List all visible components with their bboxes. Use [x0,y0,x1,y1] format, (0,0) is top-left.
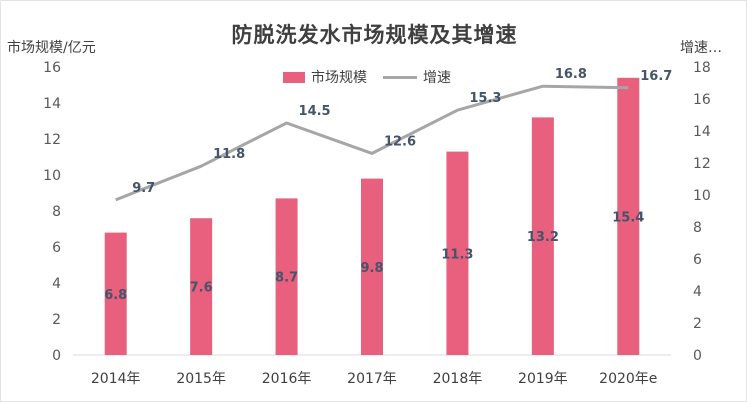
y-left-tick-label: 2 [52,312,61,328]
bar [190,218,213,355]
x-tick-label: 2015年 [176,371,226,387]
y-left-tick-label: 14 [43,96,61,112]
bar-data-label: 6.8 [104,288,127,303]
y-axis-right-label: 增速… [680,40,722,56]
y-right-tick-label: 4 [693,284,702,300]
line-data-label: 15.3 [469,91,501,106]
y-left-tick-label: 0 [52,348,61,364]
chart-title: 防脱洗发水市场规模及其增速 [231,23,518,47]
y-right-tick-label: 8 [693,220,702,236]
bar [617,77,640,356]
legend-bar-label: 市场规模 [311,70,367,86]
y-right-tick-label: 6 [693,252,702,268]
bar-data-label: 7.6 [190,281,213,296]
line-data-label: 16.7 [640,69,672,84]
y-axis-left-label: 市场规模/亿元 [7,40,96,56]
y-left-tick-label: 6 [52,240,61,256]
legend-line-label: 增速 [423,70,451,86]
y-right-tick-label: 0 [693,348,702,364]
bar-data-label: 8.7 [275,271,298,286]
line-data-label: 14.5 [299,104,331,119]
bar [446,151,469,355]
y-right-tick-label: 16 [693,92,711,108]
line-data-label: 16.8 [555,67,587,82]
y-left-tick-label: 12 [43,132,61,148]
y-right-tick-label: 2 [693,316,702,332]
y-right-tick-label: 18 [693,60,711,76]
x-tick-label: 2016年 [262,371,312,387]
bar-data-label: 9.8 [360,261,383,276]
x-tick-label: 2018年 [433,371,483,387]
bar-data-label: 11.3 [441,247,473,262]
growth-line [115,84,629,202]
y-right-tick-label: 12 [693,156,711,172]
bar [361,178,383,355]
y-right-tick-label: 10 [693,188,711,204]
legend-line-swatch [383,75,417,79]
bar-data-label: 13.2 [527,230,559,245]
y-left-tick-label: 10 [43,168,61,184]
x-tick-label: 2019年 [518,371,568,387]
bar [104,232,127,355]
y-left-tick-label: 16 [43,60,61,76]
y-left-tick-label: 8 [52,204,61,220]
x-tick-label: 2017年 [347,371,397,387]
line-data-label: 11.8 [213,147,245,162]
y-right-tick-label: 14 [693,124,711,140]
line-data-label: 9.7 [132,181,155,196]
legend: 市场规模 增速 [283,67,451,87]
legend-bar-swatch [283,71,305,83]
line-data-label: 12.6 [384,134,416,149]
x-tick-label: 2014年 [91,371,141,387]
bar [531,117,554,356]
bar [275,198,298,355]
bar-data-label: 15.4 [612,210,644,225]
y-left-tick-label: 4 [52,276,61,292]
x-tick-label: 2020年e [599,371,657,387]
